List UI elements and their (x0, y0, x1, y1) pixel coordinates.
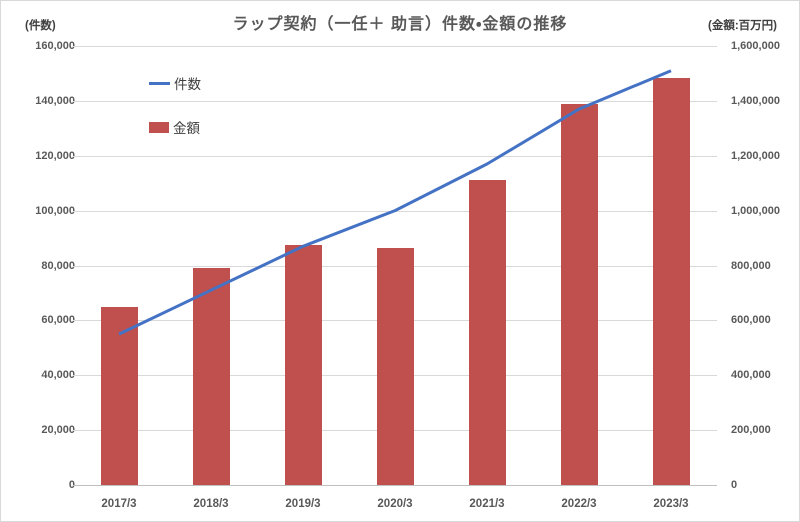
bar-2019/3 (284, 244, 322, 485)
x-axis-line (73, 485, 717, 486)
legend: 件数 金額 (149, 75, 201, 163)
y-tick-label: 160,000 (35, 40, 75, 52)
x-tick-label-2017/3: 2017/3 (101, 498, 137, 510)
gridline (73, 100, 717, 102)
bar-2023/3 (652, 77, 690, 485)
x-tick-label-2023/3: 2023/3 (653, 498, 689, 510)
bar-2021/3 (468, 180, 506, 485)
y-tick-label: 20,000 (41, 424, 75, 437)
y-tick-label: 100,000 (35, 204, 75, 217)
y-tick-label: 0 (68, 479, 75, 491)
y-tick-label: 80,000 (41, 259, 75, 272)
left-axis-unit-label: (件数) (25, 20, 56, 32)
y-tick-label: 140,000 (35, 94, 75, 107)
line-series (118, 69, 672, 336)
y-tick-label: 40,000 (41, 369, 75, 382)
plot-area (73, 46, 717, 486)
legend-item-line-series: 件数 (149, 75, 201, 92)
x-axis-tick-labels: 2017/3 2018/3 2019/3 2020/3 2021/3 2022/3 2023… (73, 496, 717, 512)
x-tick-label-2021/3: 2021/3 (469, 498, 505, 510)
right-axis-tick-labels: 1,600,000 1,400,000 1,200,000 1,000,000 800,… (731, 40, 797, 491)
y-tick-label: 200,000 (731, 424, 771, 437)
bar-2017/3 (100, 306, 138, 485)
line-series-path (118, 69, 672, 336)
y-tick-label: 600,000 (731, 314, 771, 327)
y-tick-label: 1,400,000 (731, 94, 780, 107)
bar-2022/3 (560, 103, 598, 485)
bar-series-swatch-icon (149, 121, 169, 133)
y-tick-label: 800,000 (731, 259, 771, 272)
y-tick-label: 1,600,000 (731, 40, 780, 52)
y-tick-label: 1,000,000 (731, 204, 780, 217)
y-tick-label: 0 (731, 479, 738, 491)
right-axis-unit-label: (金額:百万円) (708, 20, 777, 32)
gridline (73, 46, 717, 47)
y-tick-label: 120,000 (35, 149, 75, 162)
left-axis-tick-labels: 160,000 140,000 120,000 100,000 80,000 60,000… (1, 40, 75, 491)
gridline (73, 155, 717, 157)
legend-label-bar-series: 金額 (173, 121, 200, 136)
line-series-swatch-icon (149, 81, 170, 85)
y-tick-label: 60,000 (41, 314, 75, 327)
x-tick-label-2018/3: 2018/3 (193, 498, 229, 510)
y-tick-label: 1,200,000 (731, 149, 780, 162)
x-tick-label-2020/3: 2020/3 (377, 498, 413, 510)
y-tick-label: 400,000 (731, 369, 771, 382)
legend-label-line-series: 件数 (174, 77, 201, 92)
bar-2018/3 (192, 268, 230, 485)
chart-title: ラップ契約（一任＋ 助言）件数・金額の推移 (232, 16, 568, 33)
x-tick-label-2019/3: 2019/3 (285, 498, 321, 510)
x-tick-label-2022/3: 2022/3 (561, 498, 597, 510)
legend-item-bar-series: 金額 (149, 119, 201, 136)
bar-2020/3 (376, 247, 414, 485)
